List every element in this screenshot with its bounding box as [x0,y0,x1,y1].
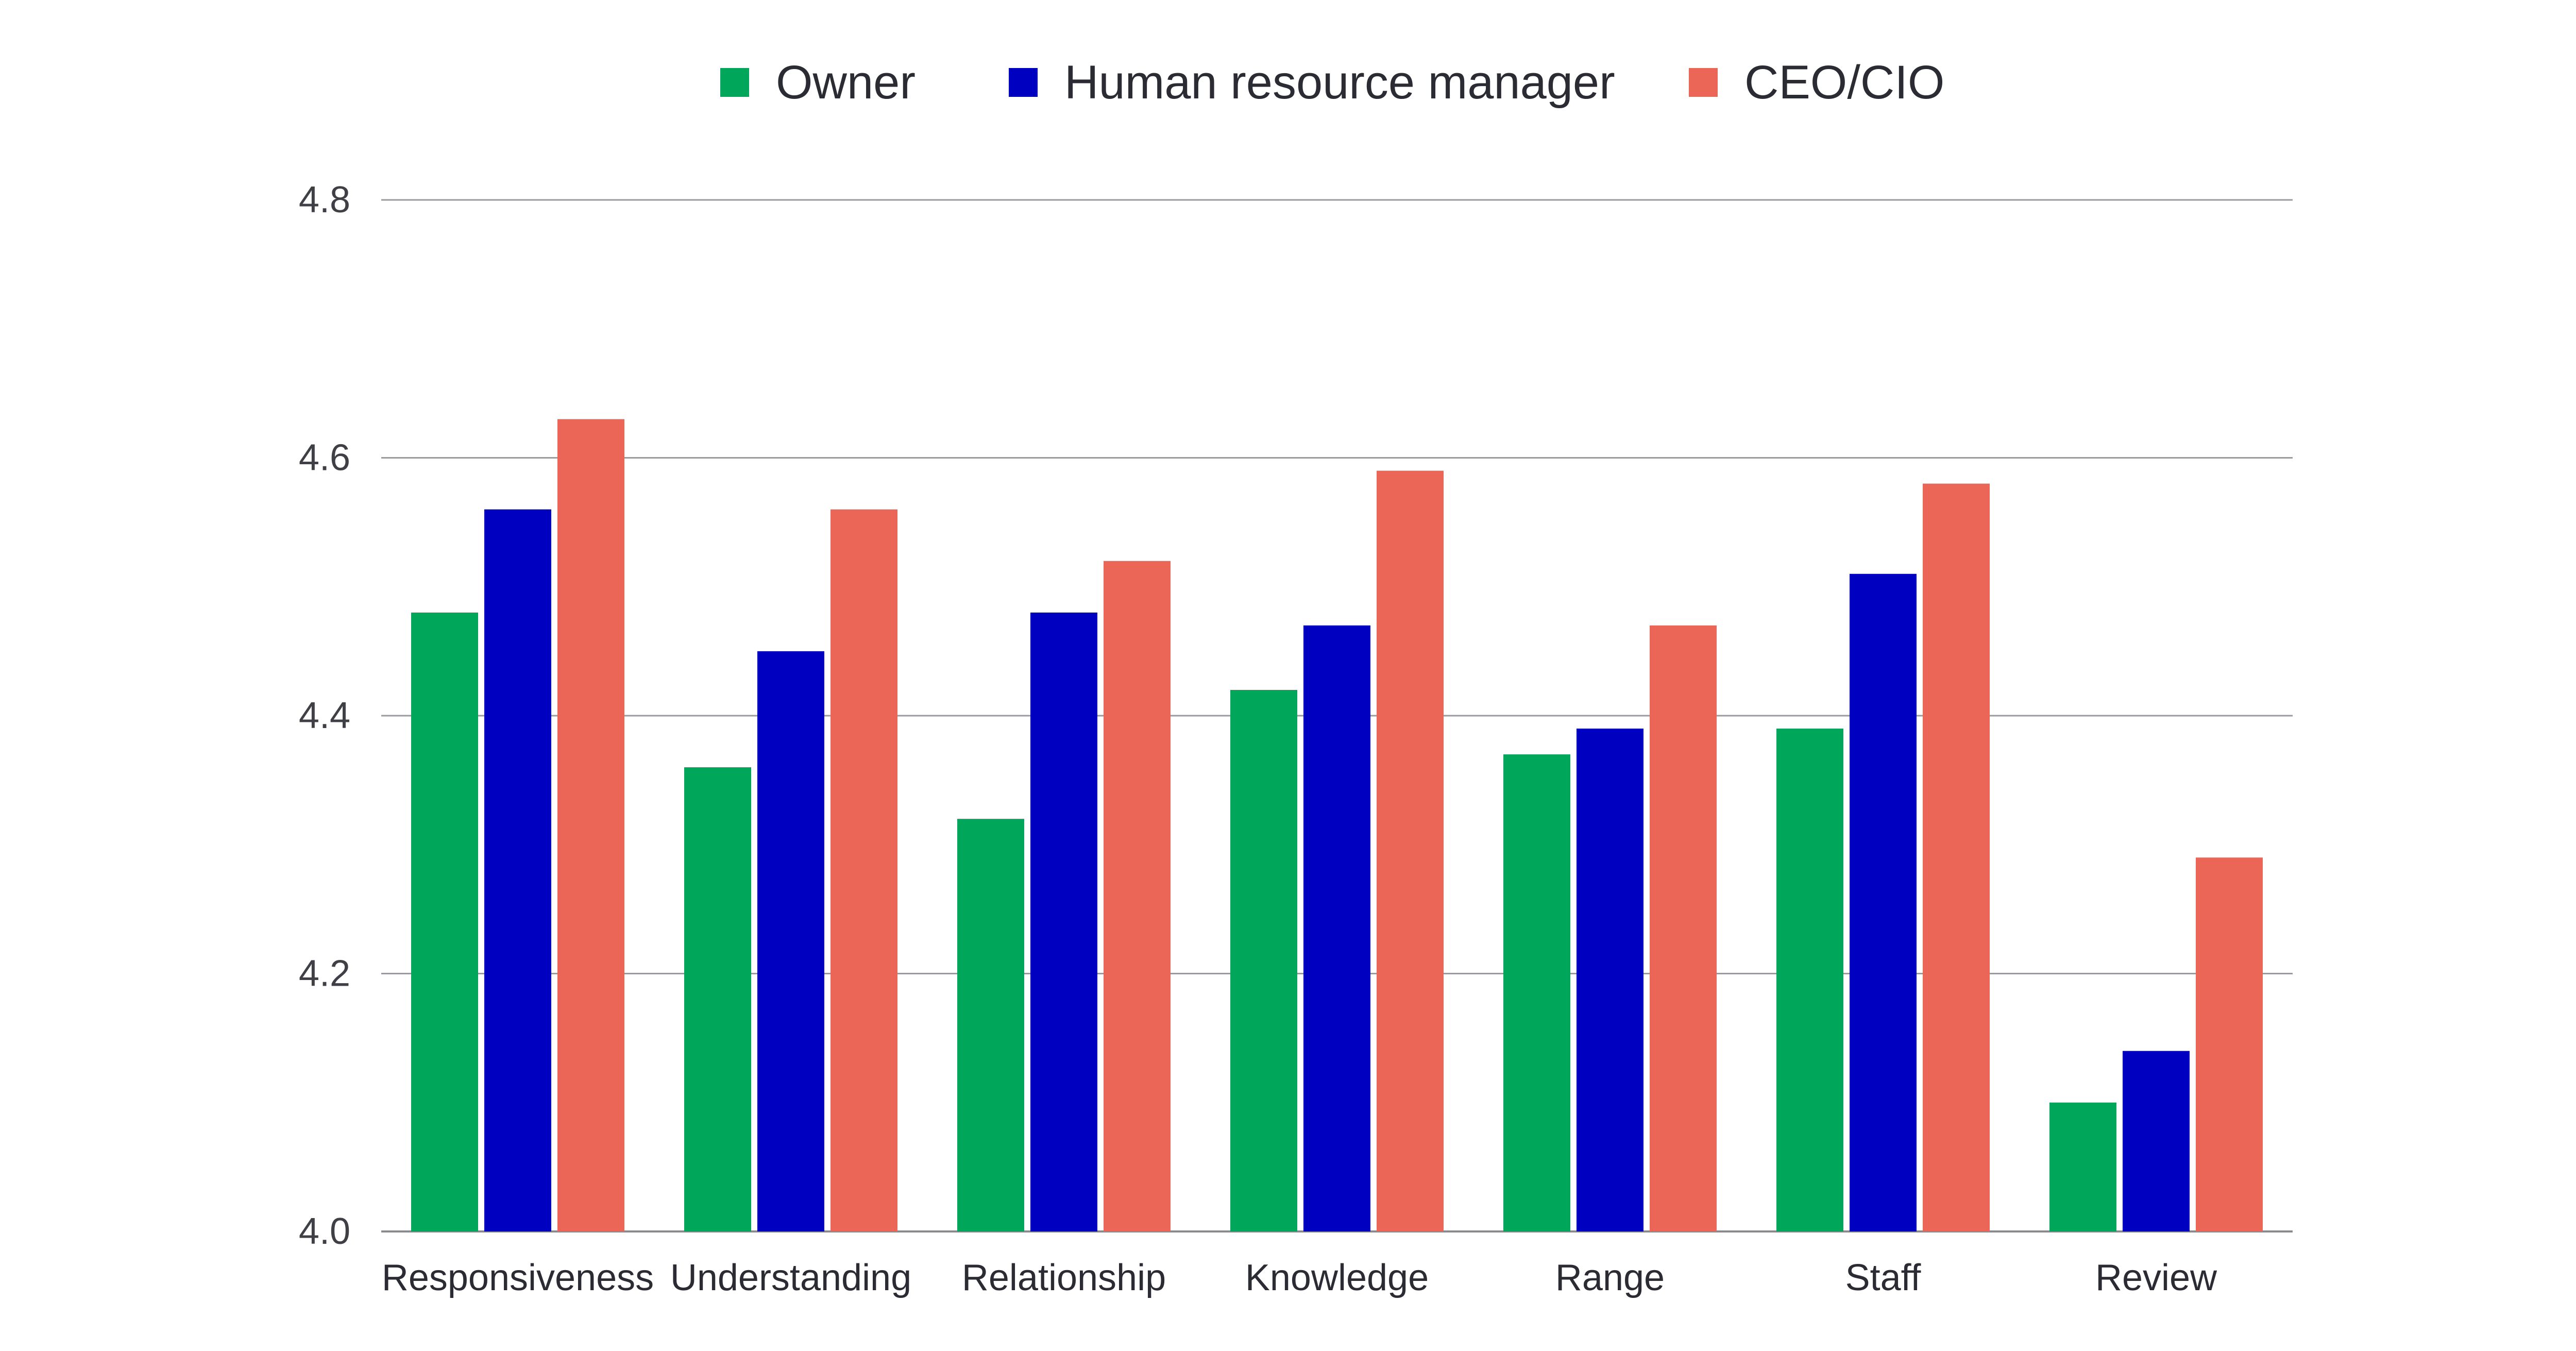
y-tick-label: 4.8 [299,179,350,221]
y-tick-label: 4.2 [299,953,350,994]
x-tick-label: Responsiveness [382,1257,654,1298]
bar-human-resource-manager-review [2123,1051,2190,1231]
legend-label: Owner [776,56,916,109]
legend-swatch-human-resource-manager [1009,68,1038,97]
bars [411,419,2263,1231]
bar-human-resource-manager-range [1577,729,1643,1231]
y-tick-label: 4.0 [299,1211,350,1252]
x-tick-label: Understanding [670,1257,911,1298]
y-tick-label: 4.4 [299,695,350,736]
bar-ceo-cio-knowledge [1377,470,1444,1231]
y-tick-label: 4.6 [299,437,350,479]
legend: Owner Human resource manager CEO/CIO [720,56,1944,109]
legend-swatch-owner [720,68,749,97]
bar-human-resource-manager-staff [1850,573,1917,1231]
x-tick-label: Range [1555,1257,1665,1298]
legend-label: CEO/CIO [1744,56,1944,109]
bar-human-resource-manager-knowledge [1303,625,1370,1231]
legend-swatch-ceo-cio [1689,68,1718,97]
x-tick-label: Review [2095,1257,2217,1298]
x-tick-label: Relationship [962,1257,1166,1298]
x-axis: Responsiveness Understanding Relationship K… [382,1257,2217,1298]
bar-owner-relationship [957,819,1024,1231]
bar-owner-understanding [684,767,751,1231]
bar-owner-responsiveness [411,612,478,1231]
bar-ceo-cio-understanding [831,509,897,1231]
legend-label: Human resource manager [1064,56,1615,109]
bar-ceo-cio-range [1650,625,1717,1231]
x-tick-label: Staff [1845,1257,1922,1298]
bar-ceo-cio-responsiveness [557,419,624,1231]
bar-owner-staff [1776,729,1843,1231]
bar-ceo-cio-relationship [1104,561,1171,1231]
x-tick-label: Knowledge [1245,1257,1429,1298]
bar-owner-review [2049,1102,2116,1231]
bar-owner-range [1503,754,1570,1231]
bar-owner-knowledge [1230,689,1297,1231]
bar-human-resource-manager-understanding [757,651,824,1231]
bar-ceo-cio-review [2196,857,2263,1231]
y-axis: 4.0 4.2 4.4 4.6 4.8 [299,179,350,1252]
bar-ceo-cio-staff [1923,483,1990,1231]
bar-human-resource-manager-relationship [1030,612,1097,1231]
bar-human-resource-manager-responsiveness [484,509,551,1231]
